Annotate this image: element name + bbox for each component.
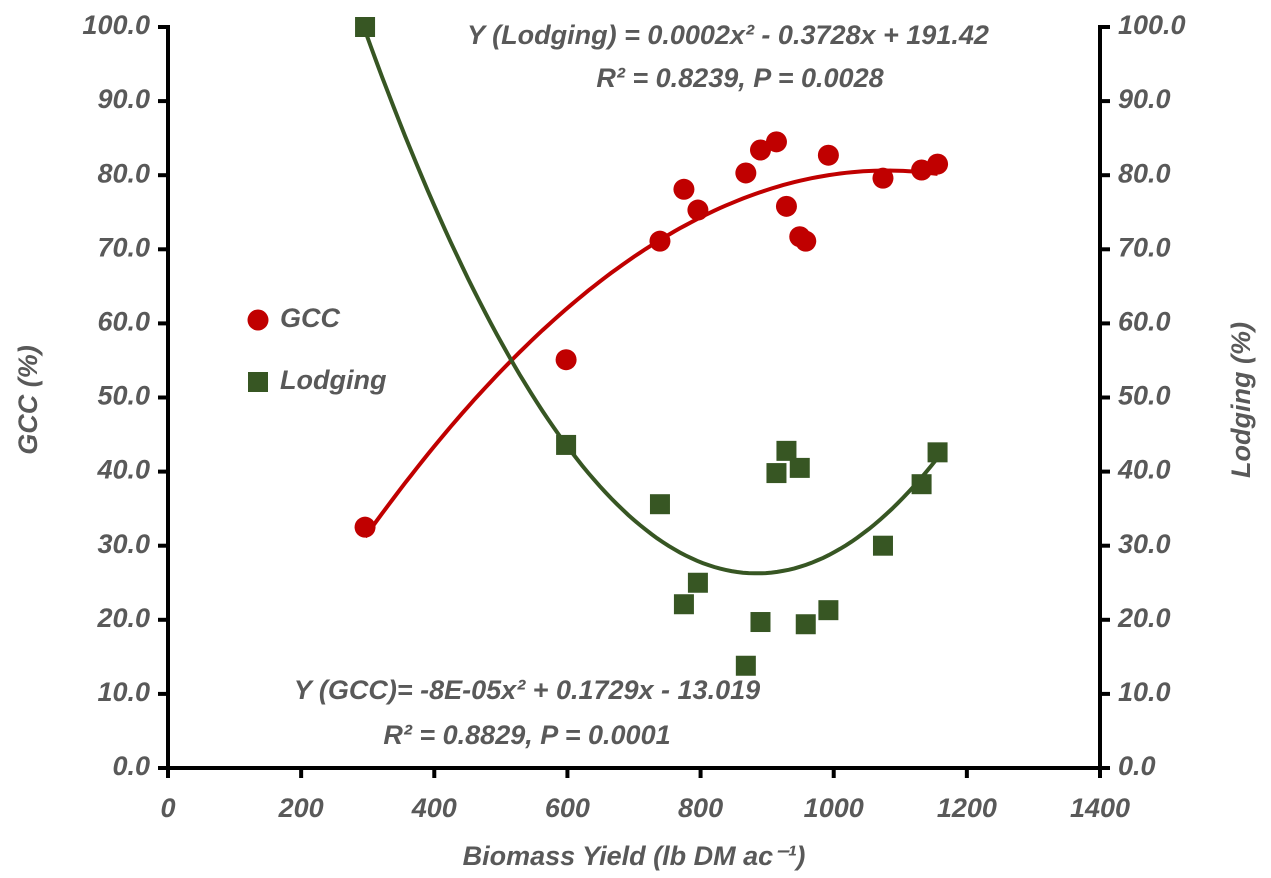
point	[673, 594, 694, 615]
y2-axis-label: Lodging (%)	[1226, 322, 1256, 478]
legend-label: Lodging	[280, 365, 387, 395]
y2-tick-label: 100.0	[1118, 10, 1186, 40]
point	[775, 195, 797, 217]
x-tick-label: 1000	[804, 793, 864, 823]
trendline	[363, 30, 940, 576]
point	[556, 434, 577, 455]
x-tick-label: 800	[678, 793, 723, 823]
y2-tick-label: 30.0	[1118, 529, 1171, 559]
y-tick-label: 60.0	[97, 307, 150, 337]
point	[355, 17, 376, 37]
point	[354, 516, 376, 538]
point	[749, 139, 771, 161]
point	[817, 144, 839, 166]
point	[649, 494, 670, 515]
point	[750, 612, 771, 633]
y-tick-label: 30.0	[97, 529, 150, 559]
legend-marker	[248, 372, 268, 392]
y-tick-label: 0.0	[112, 751, 150, 781]
point	[789, 457, 810, 478]
y2-tick-label: 0.0	[1118, 751, 1156, 781]
point	[911, 159, 933, 181]
y-tick-label: 50.0	[97, 381, 150, 411]
y-tick-label: 90.0	[97, 84, 150, 114]
annotation: Y (Lodging) = 0.0002x² - 0.3728x + 191.4…	[467, 20, 989, 50]
y-tick-label: 10.0	[97, 677, 150, 707]
y-axis-label: GCC (%)	[13, 345, 43, 455]
point	[687, 199, 709, 221]
x-tick-label: 400	[411, 793, 457, 823]
annotation: R² = 0.8239, P = 0.0028	[596, 63, 883, 93]
y2-tick-label: 70.0	[1118, 232, 1171, 262]
x-tick-label: 600	[545, 793, 590, 823]
annotation: Y (GCC)= -8E-05x² + 0.1729x - 13.019	[294, 675, 760, 705]
point	[673, 178, 695, 200]
y-tick-label: 20.0	[96, 603, 150, 633]
y2-tick-label: 20.0	[1117, 603, 1171, 633]
point	[872, 535, 893, 556]
legend-label: GCC	[280, 303, 341, 333]
legend-marker	[247, 309, 269, 331]
y2-tick-label: 40.0	[1117, 455, 1171, 485]
point	[687, 572, 708, 593]
point	[555, 349, 577, 371]
y-tick-label: 80.0	[97, 158, 150, 188]
point	[795, 614, 816, 635]
x-tick-label: 200	[278, 793, 324, 823]
point	[765, 131, 787, 153]
point	[927, 153, 949, 175]
point	[927, 442, 948, 463]
point	[649, 230, 671, 252]
y2-tick-label: 60.0	[1118, 307, 1171, 337]
y2-tick-label: 90.0	[1118, 84, 1171, 114]
x-tick-label: 1200	[937, 793, 997, 823]
point	[818, 600, 839, 621]
point	[766, 463, 787, 484]
x-tick-label: 0	[160, 793, 175, 823]
y-tick-label: 100.0	[82, 10, 150, 40]
y-tick-label: 70.0	[97, 232, 150, 262]
point	[735, 162, 757, 184]
x-tick-label: 1400	[1070, 793, 1130, 823]
y-tick-label: 40.0	[96, 455, 150, 485]
point	[795, 230, 817, 252]
point	[776, 440, 797, 461]
trendline	[363, 168, 938, 539]
point	[911, 474, 932, 495]
y2-tick-label: 80.0	[1118, 158, 1171, 188]
annotation: R² = 0.8829, P = 0.0001	[383, 720, 670, 750]
y2-tick-label: 10.0	[1118, 677, 1171, 707]
point	[872, 167, 894, 189]
point	[735, 655, 756, 676]
y2-tick-label: 50.0	[1118, 381, 1171, 411]
x-axis-label: Biomass Yield (lb DM ac⁻¹)	[463, 841, 806, 871]
